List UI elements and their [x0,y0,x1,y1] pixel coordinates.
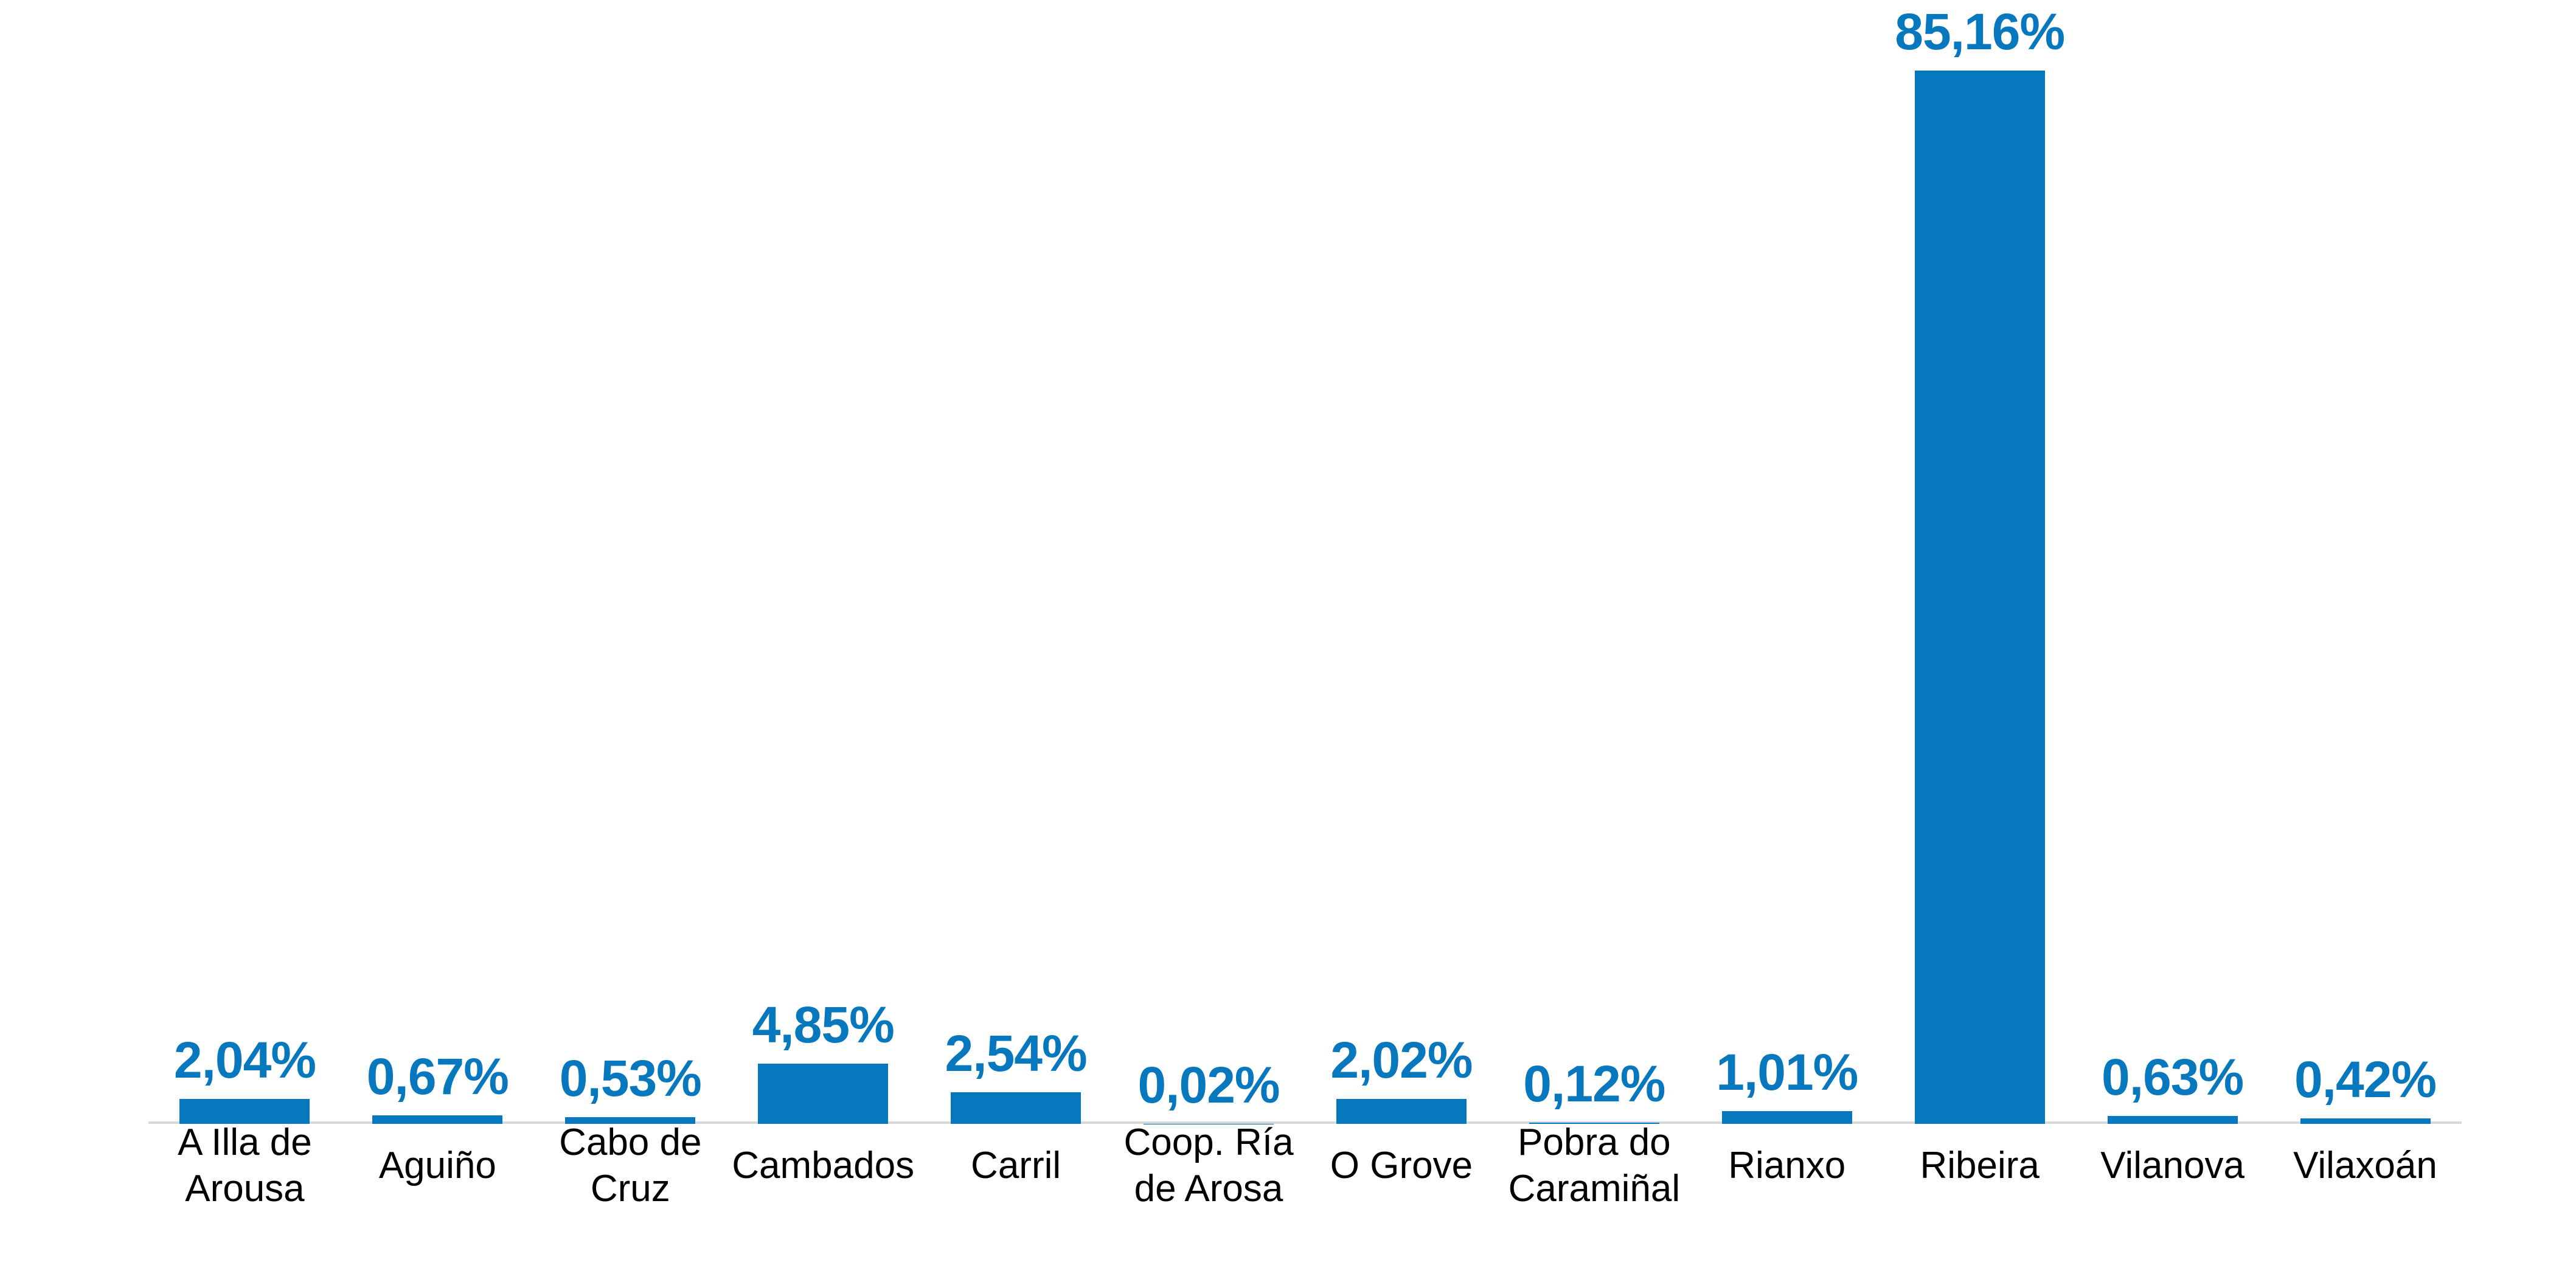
bar-group: 0,12% [1498,0,1690,1124]
bar-value-label: 0,12% [1523,1055,1665,1112]
category-label: A Illa de Arousa [148,1121,341,1210]
bar [951,1092,1081,1124]
category-label: Rianxo [1690,1121,1883,1210]
bar-group: 0,63% [2076,0,2269,1124]
category-label-line: Coop. Ría [1123,1121,1294,1163]
category-label-line: Ribeira [1920,1145,2040,1187]
category-label: Cambados [727,1121,920,1210]
category-label-line: Cruz [590,1168,670,1210]
bar [2300,1118,2431,1124]
bar [758,1064,889,1124]
bar-value-label: 0,67% [366,1048,509,1106]
bar-group: 4,85% [727,0,920,1124]
category-label-line: Carril [971,1145,1061,1187]
bar-group: 85,16% [1883,0,2076,1124]
category-label: Carril [920,1121,1113,1210]
category-label-line: A Illa de [178,1121,312,1163]
bar-value-label: 2,02% [1330,1031,1473,1089]
category-label: Vilanova [2076,1121,2269,1210]
bar [179,1098,310,1124]
bar-group: 0,67% [341,0,534,1124]
category-label-line: Vilanova [2100,1145,2244,1187]
bar [1336,1098,1467,1124]
bar-group: 2,02% [1305,0,1498,1124]
category-label: Coop. Ría de Arosa [1113,1121,1305,1210]
x-axis-baseline [148,1121,2462,1124]
category-label-line: Vilaxoán [2293,1145,2437,1187]
bar [372,1115,503,1124]
bar-group: 0,02% [1113,0,1305,1124]
bar [1529,1122,1659,1124]
category-label: Pobra do Caramiñal [1498,1121,1690,1210]
bar-value-label: 4,85% [752,996,895,1054]
bar-value-label: 1,01% [1716,1044,1858,1101]
category-label-line: Arousa [185,1168,305,1210]
bar-value-label: 0,42% [2294,1051,2437,1109]
bar-group: 0,53% [534,0,727,1124]
bar-value-label: 85,16% [1895,3,2065,60]
bar-value-label: 0,63% [2102,1048,2244,1106]
bar-group: 2,54% [920,0,1113,1124]
category-axis: A Illa de Arousa Aguiño Cabo de Cruz Cambados… [148,1121,2462,1210]
bar-group: 1,01% [1690,0,1883,1124]
category-label: Ribeira [1883,1121,2076,1210]
category-label-line: Caramiñal [1508,1168,1681,1210]
bar-value-label: 0,02% [1137,1056,1280,1114]
category-label-line: Cambados [732,1145,915,1187]
bar-value-label: 2,54% [945,1025,1088,1083]
plot-area: 2,04% 0,67% 0,53% 4,85% 2,54% 0,02% 2,02% 0,12%… [148,0,2462,1124]
category-label: Cabo de Cruz [534,1121,727,1210]
category-label: Vilaxoán [2269,1121,2462,1210]
bar [2107,1116,2238,1124]
bar-value-label: 2,04% [173,1031,316,1089]
bar [565,1117,696,1124]
category-label: Aguiño [341,1121,534,1210]
bar-value-label: 0,53% [559,1050,702,1107]
bar-group: 0,42% [2269,0,2462,1124]
bar-group: 2,04% [148,0,341,1124]
category-label-line: de Arosa [1134,1168,1283,1210]
category-label-line: Rianxo [1728,1145,1846,1187]
category-label-line: O Grove [1330,1145,1473,1187]
category-label-line: Pobra do [1518,1121,1671,1163]
bar [1721,1111,1852,1124]
category-label: O Grove [1305,1121,1498,1210]
category-label-line: Cabo de [559,1121,702,1163]
category-label-line: Aguiño [378,1145,496,1187]
bar [1914,71,2045,1124]
